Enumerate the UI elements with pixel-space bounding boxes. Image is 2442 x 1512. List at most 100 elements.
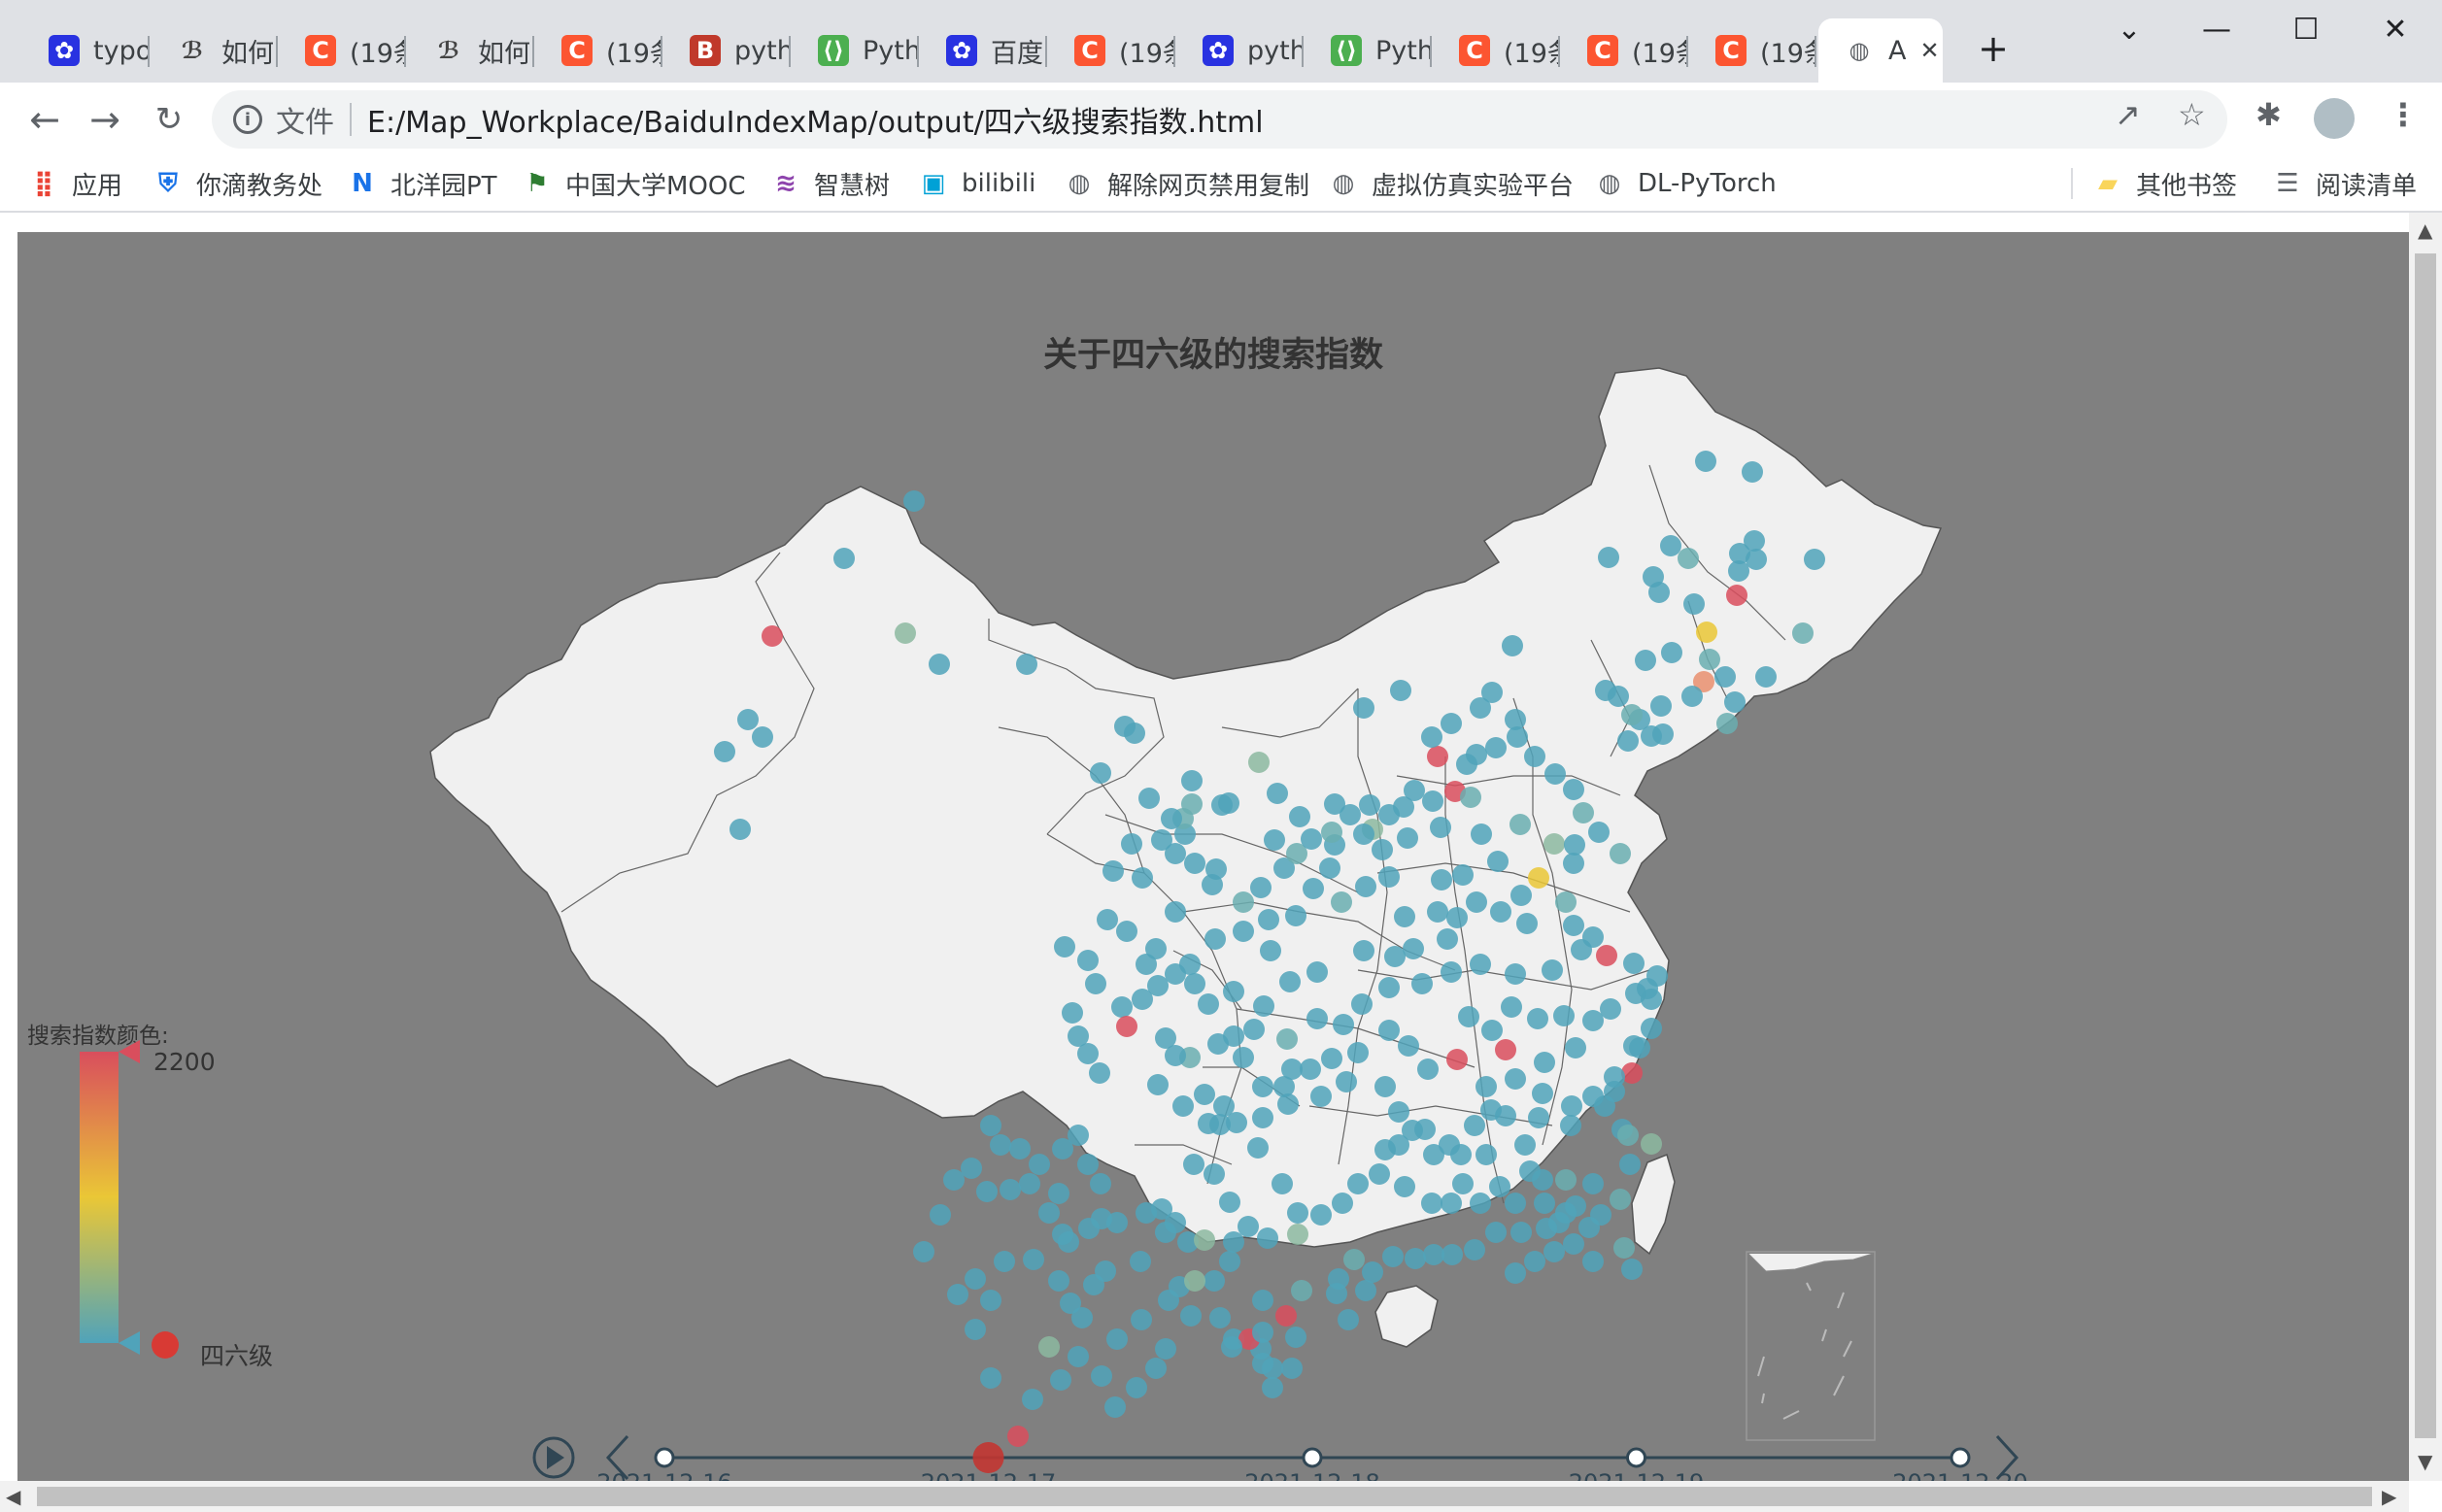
map-point[interactable] (1165, 963, 1186, 985)
map-point[interactable] (1353, 940, 1374, 961)
map-point[interactable] (1050, 1369, 1071, 1391)
visualmap-bar[interactable] (80, 1052, 119, 1343)
info-icon[interactable]: i (233, 105, 262, 134)
star-icon[interactable]: ☆ (2178, 96, 2206, 133)
map-point[interactable] (1582, 1251, 1604, 1272)
map-point[interactable] (1102, 860, 1124, 882)
map-point[interactable] (1588, 822, 1610, 843)
map-point[interactable] (1528, 1107, 1549, 1128)
map-point[interactable] (1131, 1309, 1152, 1330)
map-point[interactable] (1252, 1322, 1273, 1343)
map-point[interactable] (1233, 891, 1254, 913)
legend-label[interactable]: 四六级 (200, 1342, 274, 1370)
map-point[interactable] (1536, 1218, 1557, 1239)
map-point[interactable] (1466, 891, 1487, 913)
map-point[interactable] (1507, 726, 1528, 748)
map-point[interactable] (1353, 823, 1374, 845)
map-point[interactable] (1532, 1083, 1553, 1104)
map-point[interactable] (1390, 680, 1411, 701)
map-point[interactable] (1147, 975, 1169, 996)
map-point[interactable] (1219, 1192, 1240, 1213)
map-point[interactable] (1384, 946, 1406, 967)
map-point[interactable] (1728, 560, 1749, 582)
map-point[interactable] (1510, 1222, 1532, 1243)
timeline-point[interactable] (1302, 1447, 1323, 1468)
map-point[interactable] (1441, 1244, 1463, 1265)
map-point[interactable] (1470, 1193, 1491, 1214)
browser-tab[interactable]: ⟨⟩ Pyth (1306, 18, 1432, 83)
map-point[interactable] (1194, 1229, 1215, 1251)
visualmap-min-handle[interactable] (119, 1331, 140, 1355)
map-point[interactable] (1155, 1222, 1176, 1243)
map-point[interactable] (1646, 965, 1668, 987)
browser-tab[interactable]: ℬ 如何 (152, 18, 278, 83)
map-point[interactable] (895, 622, 916, 644)
map-point[interactable] (1617, 1125, 1639, 1146)
map-point[interactable] (1661, 642, 1682, 663)
map-point[interactable] (990, 1134, 1011, 1156)
map-point[interactable] (1582, 1010, 1604, 1031)
map-point[interactable] (1359, 794, 1380, 816)
map-point[interactable] (1543, 833, 1565, 855)
address-bar[interactable]: i 文件 E:/Map_Workplace/BaiduIndexMap/outp… (212, 90, 2227, 149)
map-point[interactable] (1333, 1014, 1354, 1035)
map-point[interactable] (1233, 921, 1254, 942)
map-point[interactable] (1209, 1307, 1231, 1328)
map-point[interactable] (1555, 891, 1577, 913)
map-point[interactable] (1306, 1008, 1328, 1029)
map-point[interactable] (1078, 1218, 1100, 1239)
browser-tab[interactable]: ✿ 百度 (921, 18, 1047, 83)
map-point[interactable] (1683, 593, 1705, 615)
map-point[interactable] (1693, 671, 1714, 692)
map-point[interactable] (903, 490, 925, 512)
map-point[interactable] (1792, 622, 1814, 644)
map-point[interactable] (1071, 1307, 1093, 1328)
map-point[interactable] (1355, 876, 1376, 897)
horizontal-scroll-thumb[interactable] (37, 1487, 2372, 1506)
map-point[interactable] (1378, 866, 1400, 888)
map-point[interactable] (1060, 1293, 1081, 1314)
map-point[interactable] (1184, 973, 1205, 994)
close-window-button[interactable]: ✕ (2383, 12, 2408, 47)
map-point[interactable] (1260, 940, 1281, 961)
map-point[interactable] (1165, 1045, 1186, 1066)
map-point[interactable] (1641, 1018, 1662, 1039)
map-point[interactable] (1285, 905, 1306, 926)
new-tab-button[interactable]: + (1978, 27, 2009, 70)
map-point[interactable] (1272, 1173, 1293, 1194)
map-point[interactable] (1165, 901, 1186, 923)
map-point[interactable] (1023, 1249, 1044, 1270)
map-point[interactable] (1180, 1305, 1202, 1327)
map-point[interactable] (1223, 1025, 1244, 1047)
map-point[interactable] (1281, 1058, 1303, 1080)
map-point[interactable] (1257, 1227, 1278, 1249)
map-point[interactable] (1211, 794, 1233, 816)
map-point[interactable] (1155, 1338, 1176, 1360)
browser-tab[interactable]: C (19条 (1434, 18, 1560, 83)
map-point[interactable] (1466, 744, 1487, 765)
map-point[interactable] (1374, 1076, 1396, 1097)
map-point[interactable] (1116, 1016, 1137, 1037)
map-point[interactable] (1343, 1249, 1365, 1270)
map-point[interactable] (1421, 1193, 1442, 1214)
map-point[interactable] (1450, 1144, 1472, 1165)
browser-tab[interactable]: C (19条 (536, 18, 662, 83)
map-point[interactable] (1068, 1125, 1089, 1146)
map-point[interactable] (1038, 1202, 1060, 1224)
bookmark-item[interactable]: ▰ 其他书签 (2093, 164, 2237, 203)
forward-button[interactable]: → (89, 98, 120, 141)
map-point[interactable] (1481, 682, 1503, 703)
map-point[interactable] (980, 1115, 1001, 1136)
map-point[interactable] (1355, 1280, 1376, 1301)
map-point[interactable] (1145, 938, 1167, 959)
map-point[interactable] (1111, 996, 1133, 1018)
map-point[interactable] (1138, 788, 1160, 809)
map-point[interactable] (1048, 1270, 1069, 1292)
map-point[interactable] (1650, 695, 1672, 717)
map-point[interactable] (1485, 1222, 1507, 1243)
map-point[interactable] (1019, 1173, 1040, 1194)
scroll-left-icon[interactable]: ◀ (6, 1485, 21, 1508)
map-point[interactable] (1250, 877, 1272, 898)
map-point[interactable] (1563, 1233, 1584, 1255)
map-point[interactable] (1544, 763, 1566, 785)
